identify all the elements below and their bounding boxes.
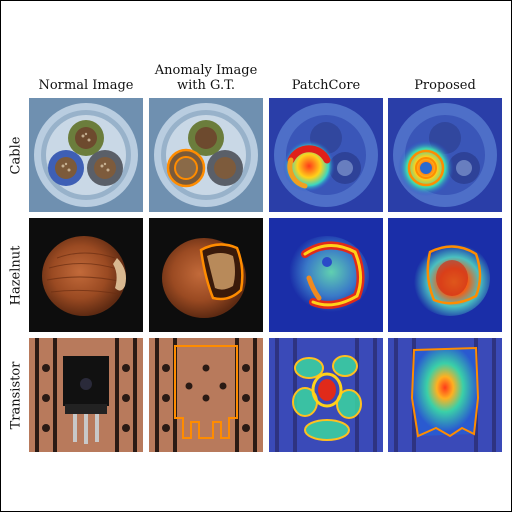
cable-normal-image	[29, 98, 143, 212]
col-header-anomaly: Anomaly Image with G.T.	[154, 63, 258, 93]
col-header-normal: Normal Image	[38, 78, 134, 93]
hazelnut-proposed-heatmap	[388, 218, 502, 332]
col-header-proposed: Proposed	[414, 78, 476, 93]
transistor-proposed-heatmap	[388, 338, 502, 452]
cable-proposed-heatmap	[388, 98, 502, 212]
row-label-cable: Cable	[8, 136, 24, 174]
transistor-normal-image	[29, 338, 143, 452]
row-label-transistor: Transistor	[8, 361, 24, 429]
cable-patchcore-heatmap	[269, 98, 383, 212]
hazelnut-patchcore-heatmap	[269, 218, 383, 332]
hazelnut-anomaly-image	[149, 218, 263, 332]
transistor-anomaly-image	[149, 338, 263, 452]
col-header-patchcore: PatchCore	[291, 78, 361, 93]
transistor-patchcore-heatmap	[269, 338, 383, 452]
hazelnut-normal-image	[29, 218, 143, 332]
row-label-hazelnut: Hazelnut	[8, 245, 24, 305]
cable-anomaly-image	[149, 98, 263, 212]
